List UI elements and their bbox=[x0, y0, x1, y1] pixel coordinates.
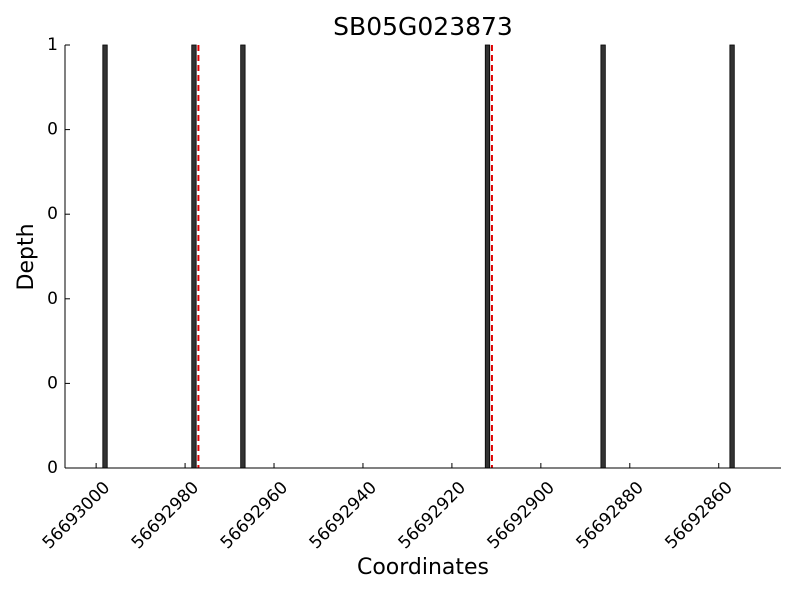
x-tick-label: 56692980 bbox=[128, 478, 203, 553]
y-tick-label: 0 bbox=[47, 373, 58, 393]
chart-title: SB05G023873 bbox=[333, 12, 513, 41]
x-axis-label: Coordinates bbox=[357, 555, 489, 580]
y-tick-label: 0 bbox=[47, 204, 58, 224]
bar bbox=[191, 44, 197, 469]
y-axis-label: Depth bbox=[14, 223, 39, 290]
x-tick-label: 56692880 bbox=[572, 478, 647, 553]
x-tick-label: 56692920 bbox=[395, 478, 470, 553]
y-tick-label: 0 bbox=[47, 458, 58, 478]
x-tick-label: 56692900 bbox=[484, 478, 559, 553]
y-tick-label: 0 bbox=[47, 120, 58, 140]
bar bbox=[240, 44, 246, 469]
bar bbox=[102, 44, 108, 469]
bar bbox=[484, 44, 491, 469]
bar bbox=[600, 44, 606, 469]
bar bbox=[729, 44, 735, 469]
x-tick-label: 56693000 bbox=[39, 478, 114, 553]
x-tick-label: 56692860 bbox=[661, 478, 736, 553]
x-tick-label: 56692940 bbox=[306, 478, 381, 553]
x-tick-label: 56692960 bbox=[217, 478, 292, 553]
y-tick-label: 1 bbox=[47, 35, 58, 55]
y-tick-label: 0 bbox=[47, 289, 58, 309]
